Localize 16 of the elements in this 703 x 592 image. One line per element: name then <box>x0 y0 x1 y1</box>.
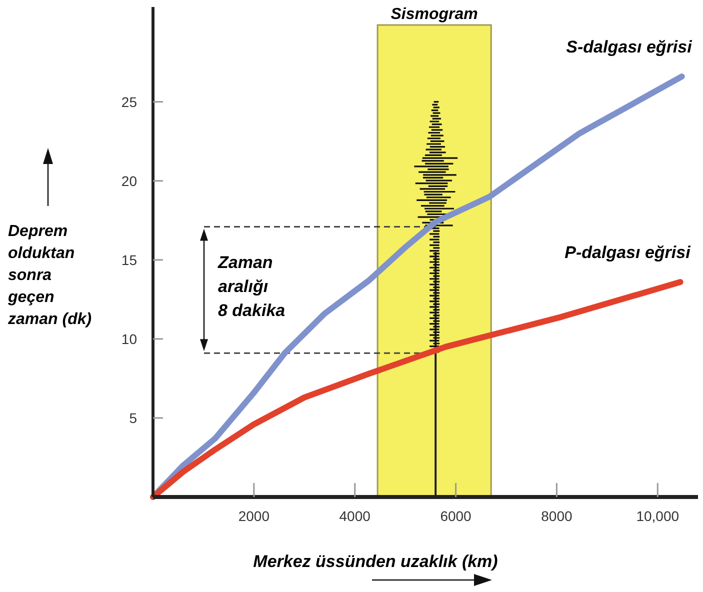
series-label: S-dalgası eğrisi <box>566 38 694 57</box>
y-tick-label: 5 <box>129 410 138 426</box>
x-tick-label: 4000 <box>339 508 371 524</box>
x-axis-title: Merkez üssünden uzaklık (km) <box>253 552 498 571</box>
band-label: Sismogram <box>390 6 478 23</box>
series-label: P-dalgası eğrisi <box>564 243 692 262</box>
y-axis-title: Deprem olduktan sonra geçen zaman (dk) <box>7 223 92 328</box>
y-tick-label: 10 <box>121 330 138 347</box>
y-tick-label: 20 <box>121 172 138 189</box>
annotation: Zaman aralığı 8 dakika <box>217 252 286 320</box>
x-tick-label: 6000 <box>440 508 472 524</box>
y-tick-label: 15 <box>121 252 138 268</box>
y-tick-label: 25 <box>121 94 138 110</box>
x-tick-label: 10,000 <box>636 508 680 524</box>
x-tick-label: 2000 <box>238 508 270 524</box>
x-tick-label: 8000 <box>541 508 572 524</box>
